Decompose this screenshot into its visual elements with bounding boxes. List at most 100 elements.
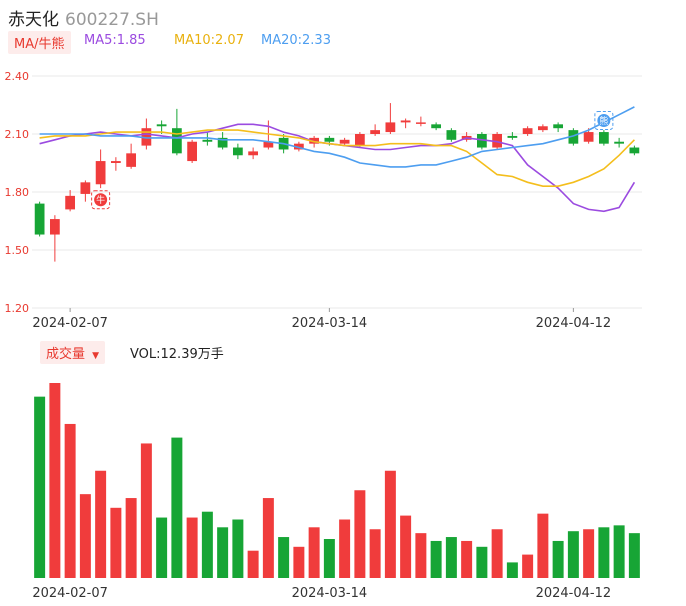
volume-indicator-tab[interactable]: 成交量 ▼ (40, 341, 106, 364)
stock-title: 赤天化 600227.SH (8, 5, 159, 30)
volume-bar (278, 537, 290, 578)
x-tick-label: 2024-03-14 (292, 586, 368, 601)
volume-bar (247, 550, 259, 578)
candle-body (476, 134, 487, 148)
marker-label: 牛 (96, 194, 105, 206)
volume-bar (430, 540, 442, 578)
y-tick-label: 2.40 (5, 70, 30, 83)
candle-body (553, 124, 564, 129)
volume-bar (64, 423, 76, 578)
volume-bar (232, 519, 244, 578)
volume-tag-label: 成交量 (46, 347, 86, 362)
volume-bar (384, 470, 396, 578)
volume-bar (308, 527, 320, 578)
candle-body (629, 147, 640, 154)
volume-bar (552, 540, 564, 578)
volume-bar (461, 540, 473, 578)
candle-body (263, 141, 274, 148)
volume-bar (217, 527, 229, 578)
volume-bar (49, 383, 61, 578)
volume-bar (506, 562, 518, 578)
candle-body (95, 161, 106, 185)
x-tick-label: 2024-03-14 (292, 316, 368, 331)
candle-body (293, 143, 304, 150)
candle-body (522, 128, 533, 134)
candle-body (156, 124, 167, 127)
volume-bar (339, 519, 351, 578)
candle-body (34, 203, 45, 235)
candle-body (217, 137, 228, 148)
volume-bar (171, 437, 183, 578)
volume-bar (110, 507, 122, 578)
stock-code: 600227.SH (65, 10, 159, 30)
candle-body (614, 141, 625, 144)
y-tick-label: 1.20 (5, 302, 30, 315)
candle-body (309, 137, 320, 144)
candle-body (141, 128, 152, 146)
ma10-line (39, 129, 635, 187)
volume-bar (537, 513, 549, 578)
candle-body (110, 161, 121, 163)
volume-bar (598, 527, 610, 578)
volume-bar (567, 531, 579, 578)
candle-body (370, 130, 381, 134)
volume-bar (156, 517, 168, 578)
volume-bar (186, 517, 198, 578)
x-tick-label: 2024-04-12 (536, 316, 612, 331)
candle-body (583, 132, 594, 142)
candle-body (385, 122, 396, 133)
volume-bar (613, 525, 625, 578)
x-tick-label: 2024-04-12 (536, 586, 612, 601)
volume-bar (628, 533, 640, 578)
marker-label: 熊 (599, 115, 608, 127)
candle-body (248, 151, 259, 156)
bull-marker-icon (94, 193, 108, 207)
volume-bar (323, 539, 335, 578)
chevron-down-icon: ▼ (92, 351, 100, 361)
volume-bar (354, 490, 366, 578)
volume-bar (140, 443, 152, 578)
x-tick-label: 2024-02-07 (32, 316, 108, 331)
y-tick-label: 1.80 (5, 186, 30, 199)
candle-body (537, 126, 548, 131)
candle-body (507, 135, 518, 138)
candle-body (354, 134, 365, 146)
candle-body (80, 182, 91, 194)
volume-bar (522, 554, 534, 578)
x-tick-label: 2024-02-07 (32, 586, 108, 601)
volume-bar (583, 529, 595, 578)
ma10-legend: MA10:2.07 (174, 33, 244, 48)
ma5-line (39, 123, 636, 213)
volume-bar (400, 515, 412, 578)
candle-body (202, 139, 213, 142)
volume-bar (445, 537, 457, 578)
volume-bar (201, 511, 213, 578)
ma-indicator-tab[interactable]: MA/牛熊 (8, 31, 71, 54)
candle-body (446, 130, 457, 140)
volume-bar (125, 498, 137, 578)
candle-body (339, 139, 350, 144)
volume-bar (476, 546, 488, 578)
candle-body (187, 141, 198, 162)
candle-body (49, 219, 60, 235)
stock-name: 赤天化 (8, 10, 59, 30)
volume-value: VOL:12.39万手 (130, 347, 224, 362)
candle-body (126, 153, 137, 167)
y-tick-label: 1.50 (5, 244, 30, 257)
volume-bar (262, 498, 274, 578)
ma20-line (39, 106, 635, 168)
candle-body (431, 124, 442, 129)
candle-body (324, 137, 335, 142)
volume-bar (293, 546, 305, 578)
volume-bar (415, 533, 427, 578)
volume-bar (491, 529, 503, 578)
candle-body (232, 147, 243, 156)
volume-bar (369, 529, 381, 578)
candle-body (415, 122, 426, 124)
volume-bar (34, 396, 46, 578)
candle-body (400, 120, 411, 123)
candle-body (568, 130, 579, 144)
volume-bar (95, 470, 107, 578)
ma5-legend: MA5:1.85 (84, 33, 146, 48)
